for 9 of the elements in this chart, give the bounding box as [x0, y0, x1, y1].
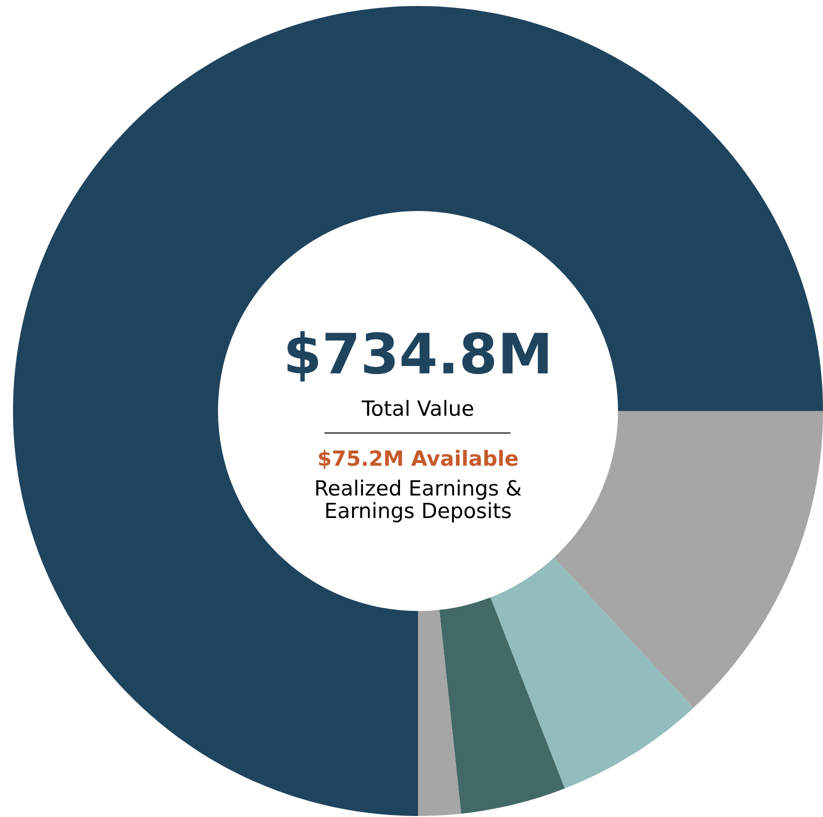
- text: Total Value: [362, 400, 474, 416]
- donut-slice: [439, 597, 565, 814]
- donut-slice: [554, 411, 823, 708]
- text: $75.2M Available: [318, 450, 518, 469]
- donut-slice: [418, 610, 462, 816]
- text: $734.8M: [288, 331, 548, 382]
- donut-slice: [13, 6, 823, 816]
- text: Realized Earnings & Earnings Deposits: [316, 480, 522, 522]
- donut-slice: [490, 558, 694, 788]
